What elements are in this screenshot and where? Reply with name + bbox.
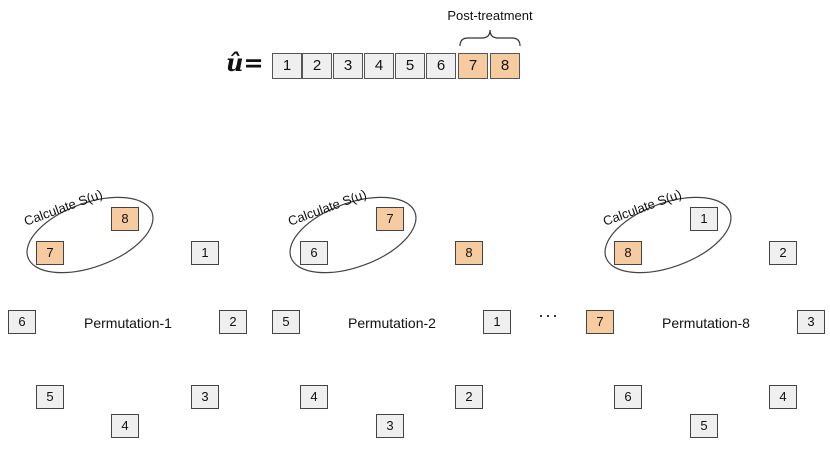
ring-box-8-5: 7: [586, 310, 614, 334]
ring-box-2-4: 4: [300, 385, 328, 409]
ring-box-8-2: 4: [769, 385, 797, 409]
sequence-cell-1: 1: [272, 53, 302, 79]
u-hat-label: û=: [226, 48, 264, 77]
ellipsis: ···: [538, 305, 559, 325]
ring-box-1-0: 1: [191, 241, 219, 265]
ring-box-8-1: 3: [797, 310, 825, 334]
ring-box-2-3: 3: [376, 414, 404, 438]
circle-box-a-8: 8: [614, 241, 642, 265]
circle-box-b-8: 1: [690, 207, 718, 231]
sequence-cell-8: 8: [490, 53, 520, 79]
permutation-title-2: Permutation-2: [348, 315, 436, 331]
ring-box-8-4: 6: [614, 385, 642, 409]
ring-box-1-3: 4: [111, 414, 139, 438]
ring-box-2-5: 5: [272, 310, 300, 334]
ring-box-1-2: 3: [191, 385, 219, 409]
sequence-cell-3: 3: [333, 53, 363, 79]
ring-box-1-5: 6: [8, 310, 36, 334]
sequence-cell-6: 6: [426, 53, 456, 79]
circle-box-a-2: 6: [300, 241, 328, 265]
circle-box-a-1: 7: [36, 241, 64, 265]
ring-box-1-4: 5: [36, 385, 64, 409]
sequence-cell-4: 4: [364, 53, 394, 79]
permutation-title-8: Permutation-8: [662, 315, 750, 331]
ring-box-8-3: 5: [690, 414, 718, 438]
circle-box-b-2: 7: [376, 207, 404, 231]
calc-ellipse-8: [604, 196, 732, 274]
post-treatment-brace: [459, 29, 521, 47]
calc-ellipse-1: [26, 196, 154, 274]
post-treatment-label: Post-treatment: [447, 8, 533, 23]
sequence-cell-5: 5: [395, 53, 425, 79]
sequence-cell-7: 7: [458, 53, 488, 79]
circle-box-b-1: 8: [111, 207, 139, 231]
sequence-cell-2: 2: [302, 53, 332, 79]
ring-box-2-2: 2: [455, 385, 483, 409]
permutation-title-1: Permutation-1: [84, 315, 172, 331]
ring-box-1-1: 2: [219, 310, 247, 334]
ring-box-2-1: 1: [483, 310, 511, 334]
ring-box-8-0: 2: [769, 241, 797, 265]
ring-box-2-0: 8: [455, 241, 483, 265]
calc-ellipse-2: [289, 196, 417, 274]
